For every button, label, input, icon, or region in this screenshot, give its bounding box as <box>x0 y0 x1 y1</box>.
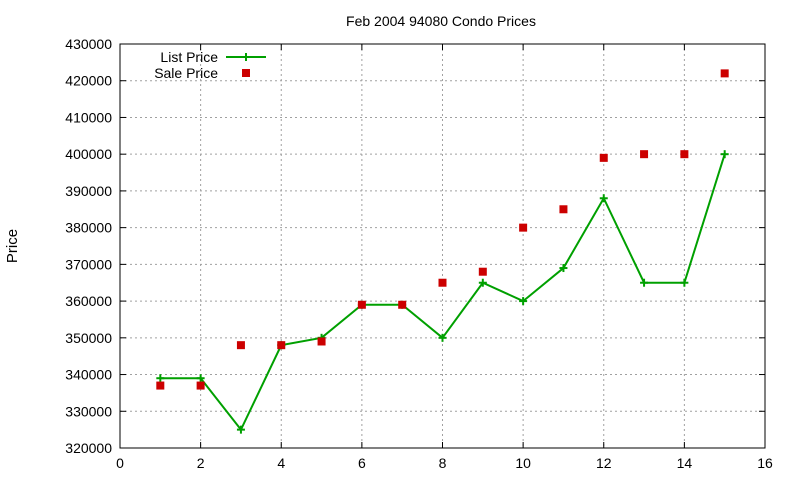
y-tick-label: 360000 <box>65 293 112 309</box>
list-price-point <box>519 297 528 306</box>
tick-labels: 0 2 4 6 8 10 12 14 16 320000 330000 340000 350000 360… <box>65 36 773 471</box>
list-price-point <box>640 278 649 287</box>
sale-price-point <box>680 150 689 159</box>
list-price-point <box>156 374 165 383</box>
sale-price-point <box>317 337 326 346</box>
x-tick-label: 0 <box>116 455 124 471</box>
sale-price-point <box>236 341 245 350</box>
y-tick-label: 420000 <box>65 73 112 89</box>
list-price-point <box>720 150 729 159</box>
sale-price-point <box>720 69 729 78</box>
sale-price-point <box>559 205 568 214</box>
sale-price-point <box>277 341 286 350</box>
x-tick-label: 10 <box>515 455 531 471</box>
y-axis-label: Price <box>4 229 21 263</box>
x-tick-label: 12 <box>596 455 612 471</box>
legend-square-marker <box>242 69 250 77</box>
y-tick-label: 370000 <box>65 256 112 272</box>
list-price-point <box>680 278 689 287</box>
sale-price-point <box>156 381 165 390</box>
x-tick-label: 8 <box>439 455 447 471</box>
plot-border <box>119 43 766 449</box>
legend-plus-marker <box>242 53 250 61</box>
series-sale-price <box>156 69 729 390</box>
x-tick-label: 6 <box>358 455 366 471</box>
sale-price-point <box>196 381 205 390</box>
y-tick-label: 430000 <box>65 36 112 52</box>
list-price-point <box>559 264 568 273</box>
sale-price-point <box>478 267 487 276</box>
list-price-point <box>438 333 447 342</box>
y-tick-label: 390000 <box>65 183 112 199</box>
list-price-point <box>478 278 487 287</box>
chart-title: Feb 2004 94080 Condo Prices <box>346 13 536 29</box>
x-tick-label: 2 <box>197 455 205 471</box>
y-tick-label: 400000 <box>65 146 112 162</box>
list-price-point <box>599 194 608 203</box>
y-tick-label: 410000 <box>65 109 112 125</box>
series-list-price <box>156 150 729 434</box>
y-tick-label: 330000 <box>65 403 112 419</box>
y-tick-label: 320000 <box>65 440 112 456</box>
sale-price-point <box>438 278 447 287</box>
y-tick-label: 340000 <box>65 367 112 383</box>
x-tick-label: 4 <box>277 455 285 471</box>
sale-price-point <box>599 153 608 162</box>
legend-label: Sale Price <box>154 65 218 81</box>
y-tick-label: 380000 <box>65 220 112 236</box>
sale-price-point <box>640 150 649 159</box>
sale-price-point <box>519 223 528 232</box>
x-tick-label: 16 <box>757 455 773 471</box>
sale-price-point <box>357 300 366 309</box>
y-tick-label: 350000 <box>65 330 112 346</box>
grid <box>119 43 766 449</box>
series-layer <box>156 69 729 434</box>
legend-label: List Price <box>160 49 218 65</box>
sale-price-point <box>398 300 407 309</box>
list-price-point <box>196 374 205 383</box>
x-tick-label: 14 <box>677 455 693 471</box>
list-price-point <box>236 425 245 434</box>
